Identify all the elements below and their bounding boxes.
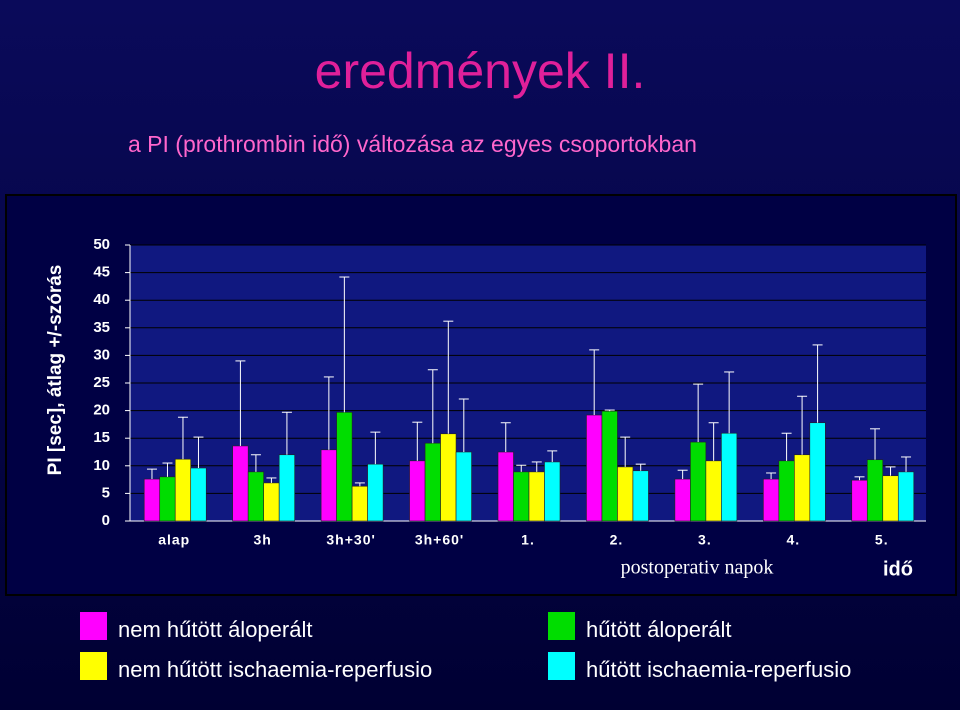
legend-label: nem hűtött ischaemia-reperfusio bbox=[118, 657, 432, 682]
bar bbox=[409, 460, 426, 522]
bar bbox=[513, 471, 530, 522]
x-tick-label: 3h+60' bbox=[415, 532, 464, 548]
bar bbox=[721, 432, 738, 522]
bar bbox=[851, 479, 868, 522]
y-tick-label: 35 bbox=[93, 319, 110, 336]
bar bbox=[586, 414, 603, 522]
chart-subtitle: a PI (prothrombin idő) változása az egye… bbox=[128, 131, 697, 157]
bar bbox=[674, 478, 691, 522]
bar bbox=[190, 467, 207, 522]
bar bbox=[263, 482, 280, 522]
y-axis-label: PI [sec], átlag +/-szórás bbox=[45, 265, 66, 476]
x-tick-label: 3. bbox=[698, 532, 712, 548]
y-tick-label: 50 bbox=[93, 236, 110, 253]
bar bbox=[690, 441, 707, 522]
x-tick-label: 3h bbox=[253, 532, 271, 548]
legend-label: hűtött áloperált bbox=[586, 617, 732, 642]
bar bbox=[320, 449, 337, 522]
chart-title: eredmények II. bbox=[315, 43, 646, 99]
bar bbox=[601, 410, 618, 522]
bar bbox=[424, 442, 441, 522]
x-tick-label: 2. bbox=[610, 532, 624, 548]
y-tick-label: 0 bbox=[102, 512, 110, 529]
bar bbox=[897, 471, 915, 522]
x-tick-label: 3h+30' bbox=[326, 532, 375, 548]
bar bbox=[247, 471, 264, 522]
bar bbox=[763, 478, 780, 522]
bar bbox=[351, 485, 368, 522]
legend-swatch bbox=[548, 652, 575, 680]
bar bbox=[174, 458, 192, 522]
legend-label: nem hűtött áloperált bbox=[118, 617, 312, 642]
x-tick-label: alap bbox=[158, 532, 190, 548]
y-tick-label: 30 bbox=[93, 346, 110, 363]
bar bbox=[232, 445, 249, 522]
legend-swatch bbox=[548, 612, 575, 640]
x-tick-label: 4. bbox=[786, 532, 800, 548]
bar bbox=[440, 433, 457, 522]
bar bbox=[143, 478, 161, 522]
y-tick-label: 10 bbox=[93, 457, 110, 474]
x-tick-label: 1. bbox=[521, 532, 535, 548]
x-tick-label: 5. bbox=[875, 532, 889, 548]
legend-label: hűtött ischaemia-reperfusio bbox=[586, 657, 851, 682]
bar bbox=[159, 476, 176, 522]
y-tick-label: 5 bbox=[102, 484, 110, 501]
bar bbox=[544, 461, 561, 522]
bar bbox=[497, 451, 514, 522]
bar bbox=[632, 470, 649, 522]
bar bbox=[367, 463, 384, 522]
bar bbox=[617, 466, 634, 522]
bar bbox=[455, 451, 472, 522]
y-tick-label: 20 bbox=[93, 402, 110, 419]
legend-swatch bbox=[80, 652, 107, 680]
legend-swatch bbox=[80, 612, 107, 640]
bar bbox=[705, 460, 722, 522]
y-tick-label: 40 bbox=[93, 291, 110, 308]
bar bbox=[778, 460, 795, 522]
x-unit-label: idő bbox=[883, 558, 913, 580]
bar bbox=[278, 454, 295, 522]
y-tick-label: 15 bbox=[93, 429, 110, 446]
bar bbox=[336, 411, 353, 522]
bar bbox=[866, 459, 884, 522]
bar bbox=[794, 454, 811, 522]
bar bbox=[882, 475, 899, 522]
bar bbox=[528, 471, 545, 522]
x-axis-label: postoperativ napok bbox=[621, 557, 774, 579]
y-tick-label: 45 bbox=[93, 264, 110, 281]
bar bbox=[809, 422, 826, 522]
y-tick-label: 25 bbox=[93, 374, 110, 391]
